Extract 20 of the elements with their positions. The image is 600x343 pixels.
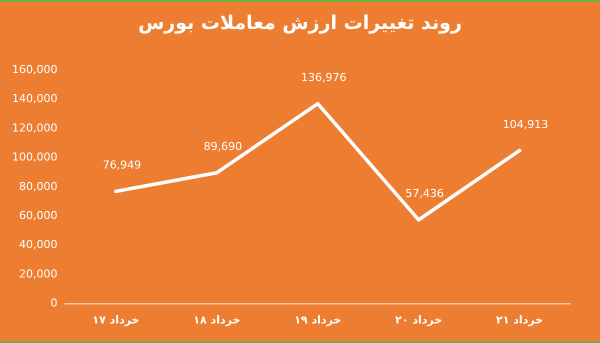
x-tick-label: ۱۹ خرداد: [294, 313, 342, 326]
chart-title: روند تغییرات ارزش معاملات بورس: [137, 12, 463, 34]
y-tick-label: 160,000: [12, 62, 58, 76]
x-tick-label: ۲۱ خرداد: [496, 313, 544, 326]
y-tick-label: 140,000: [12, 92, 58, 106]
y-tick-label: 120,000: [12, 121, 58, 134]
data-label: 76,949: [102, 158, 142, 172]
y-tick-label: 40,000: [18, 238, 58, 252]
x-tick-label: ۲۰ خرداد: [395, 313, 442, 326]
y-tick-label: 80,000: [18, 180, 58, 193]
y-tick-label: 20,000: [18, 267, 58, 280]
data-label: 104,913: [502, 118, 548, 131]
data-label: 89,690: [204, 140, 242, 154]
y-tick-label: 0: [50, 296, 58, 310]
data-label: 57,436: [405, 187, 444, 200]
y-tick-label: 60,000: [18, 208, 58, 222]
data-label: 136,976: [300, 71, 346, 84]
x-tick-label: ۱۷ خرداد: [92, 313, 140, 326]
y-tick-label: 100,000: [12, 150, 58, 164]
x-tick-label: ۱۸ خرداد: [193, 313, 240, 326]
